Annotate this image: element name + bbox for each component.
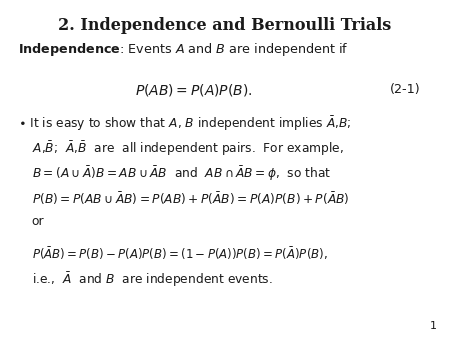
Text: (2-1): (2-1) [390, 83, 420, 96]
Text: or: or [32, 215, 44, 228]
Text: $A$,$\bar{B}$;  $\bar{A}$,$\bar{B}$  are  all independent pairs.  For example,: $A$,$\bar{B}$; $\bar{A}$,$\bar{B}$ are a… [32, 140, 343, 158]
Text: $\mathbf{Independence}$: Events $A$ and $B$ are independent if: $\mathbf{Independence}$: Events $A$ and … [18, 41, 349, 57]
Text: $P(AB) = P(A)P(B).$: $P(AB) = P(A)P(B).$ [135, 81, 252, 98]
Text: $P(\bar{A}B) = P(B) - P(A)P(B) = (1 - P(A))P(B) = P(\bar{A})P(B),$: $P(\bar{A}B) = P(B) - P(A)P(B) = (1 - P(… [32, 246, 327, 262]
Text: $P(B) = P(AB \cup \bar{A}B) = P(AB) + P(\bar{A}B) = P(A)P(B) + P(\bar{A}B)$: $P(B) = P(AB \cup \bar{A}B) = P(AB) + P(… [32, 190, 349, 207]
Text: $\bullet$ It is easy to show that $A$, $B$ independent implies $\bar{A}$,$B$;: $\bullet$ It is easy to show that $A$, $… [18, 114, 351, 132]
Text: 2. Independence and Bernoulli Trials: 2. Independence and Bernoulli Trials [58, 17, 392, 34]
Text: $B = (A \cup \bar{A})B = AB \cup \bar{A}B$  and  $AB \cap \bar{A}B = \phi$,  so : $B = (A \cup \bar{A})B = AB \cup \bar{A}… [32, 164, 331, 183]
Text: i.e.,  $\bar{A}$  and $B$  are independent events.: i.e., $\bar{A}$ and $B$ are independent … [32, 271, 272, 289]
Text: 1: 1 [429, 321, 436, 331]
